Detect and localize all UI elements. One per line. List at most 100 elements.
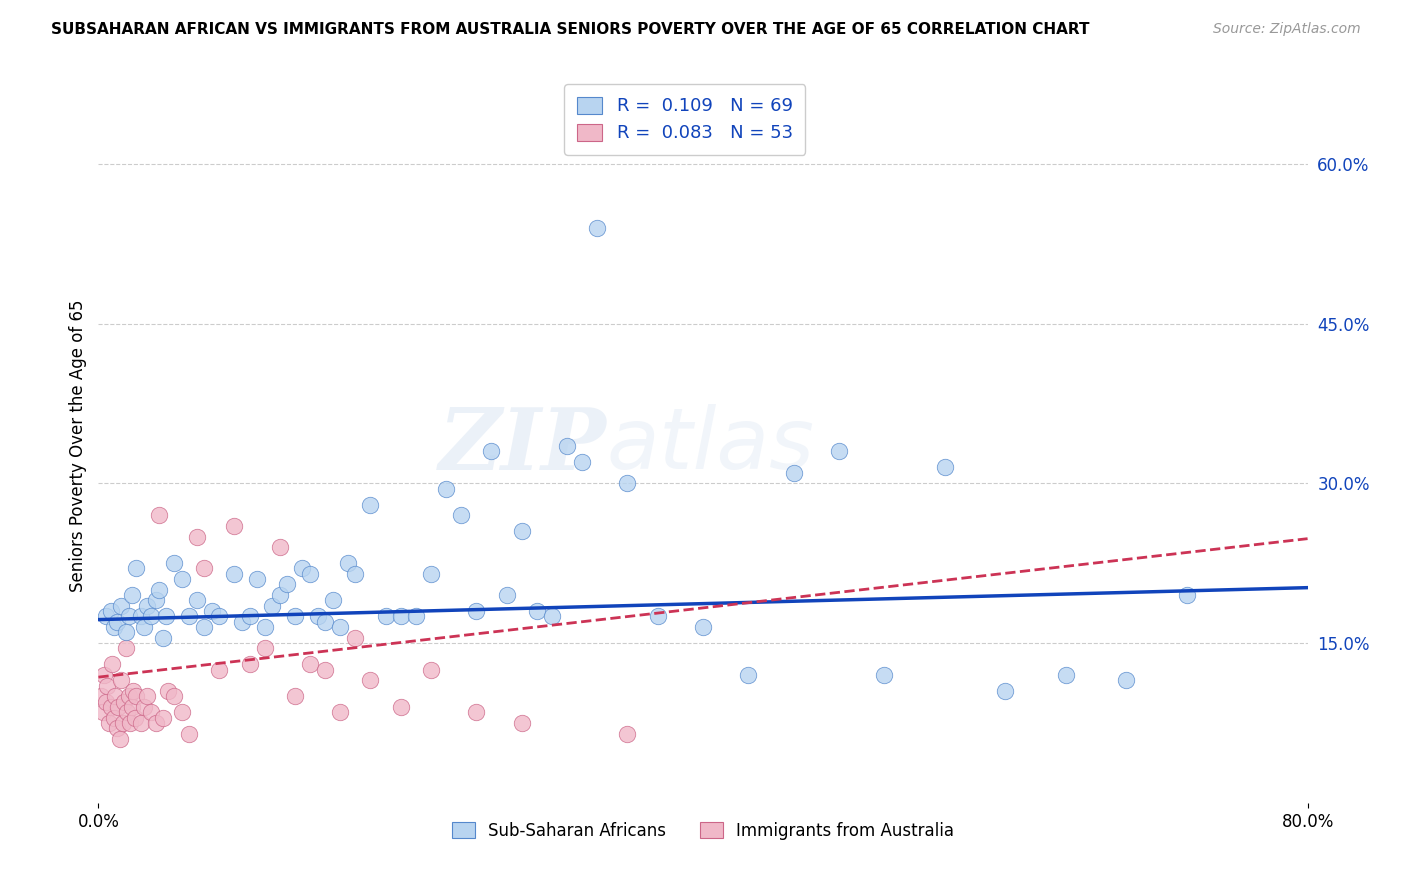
Point (405, 609, 427, 624)
Point (110, 599, 132, 613)
Point (193, 561, 215, 575)
Point (163, 556, 186, 570)
Point (828, 444, 851, 458)
Legend: Sub-Saharan Africans, Immigrants from Australia: Sub-Saharan Africans, Immigrants from Au… (443, 814, 963, 848)
Point (152, 631, 174, 645)
Point (526, 604, 548, 618)
Point (121, 588, 143, 602)
Point (105, 721, 128, 735)
Point (269, 540, 291, 554)
Point (253, 620, 276, 634)
Point (873, 668, 896, 682)
Point (98, 715, 121, 730)
Point (179, 726, 201, 740)
Point (276, 577, 298, 591)
Point (586, 220, 609, 235)
Point (239, 609, 262, 624)
Point (100, 604, 122, 618)
Point (148, 582, 170, 597)
Point (374, 609, 396, 624)
Point (465, 604, 488, 618)
Point (571, 455, 593, 469)
Point (314, 615, 336, 629)
Point (118, 609, 141, 624)
Point (201, 604, 224, 618)
Point (141, 609, 163, 624)
Point (420, 663, 443, 677)
Point (163, 690, 186, 704)
Y-axis label: Seniors Poverty Over the Age of 65: Seniors Poverty Over the Age of 65 (69, 300, 87, 592)
Point (114, 625, 136, 640)
Point (322, 593, 344, 607)
Point (299, 657, 322, 672)
Point (121, 700, 143, 714)
Point (125, 690, 148, 704)
Point (692, 620, 714, 634)
Point (145, 715, 167, 730)
Point (344, 566, 367, 581)
Point (360, 498, 382, 512)
Point (115, 706, 138, 720)
Point (208, 609, 231, 624)
Point (224, 519, 246, 533)
Text: Source: ZipAtlas.com: Source: ZipAtlas.com (1213, 22, 1361, 37)
Point (170, 572, 193, 586)
Point (540, 609, 562, 624)
Point (129, 715, 152, 730)
Point (108, 731, 131, 746)
Point (208, 663, 231, 677)
Point (96, 679, 118, 693)
Point (114, 641, 136, 656)
Point (111, 715, 134, 730)
Point (616, 476, 638, 491)
Point (120, 715, 142, 730)
Point (125, 561, 148, 575)
Point (269, 588, 291, 602)
Point (104, 690, 127, 704)
Point (737, 668, 759, 682)
Point (555, 439, 578, 453)
Point (994, 684, 1017, 698)
Point (122, 684, 145, 698)
Point (307, 609, 329, 624)
Point (389, 609, 412, 624)
Point (360, 673, 382, 688)
Point (110, 673, 132, 688)
Point (103, 620, 125, 634)
Point (1054, 668, 1077, 682)
Point (152, 710, 174, 724)
Point (329, 706, 352, 720)
Point (141, 706, 163, 720)
Point (186, 593, 208, 607)
Point (135, 690, 157, 704)
Point (1115, 673, 1137, 688)
Point (420, 566, 443, 581)
Point (101, 657, 124, 672)
Point (129, 609, 152, 624)
Point (495, 588, 517, 602)
Point (616, 726, 638, 740)
Point (450, 508, 472, 523)
Point (107, 700, 129, 714)
Point (262, 599, 284, 613)
Point (118, 690, 141, 704)
Point (170, 706, 193, 720)
Point (344, 631, 367, 645)
Point (284, 690, 307, 704)
Point (481, 444, 503, 458)
Point (231, 615, 253, 629)
Text: SUBSAHARAN AFRICAN VS IMMIGRANTS FROM AUSTRALIA SENIORS POVERTY OVER THE AGE OF : SUBSAHARAN AFRICAN VS IMMIGRANTS FROM AU… (51, 22, 1090, 37)
Point (156, 684, 179, 698)
Text: atlas: atlas (606, 404, 814, 488)
Point (510, 524, 533, 539)
Point (91, 706, 114, 720)
Point (291, 561, 314, 575)
Point (155, 609, 177, 624)
Point (148, 508, 170, 523)
Point (1175, 588, 1198, 602)
Point (329, 620, 352, 634)
Point (299, 566, 322, 581)
Point (336, 556, 359, 570)
Point (135, 599, 157, 613)
Point (389, 700, 412, 714)
